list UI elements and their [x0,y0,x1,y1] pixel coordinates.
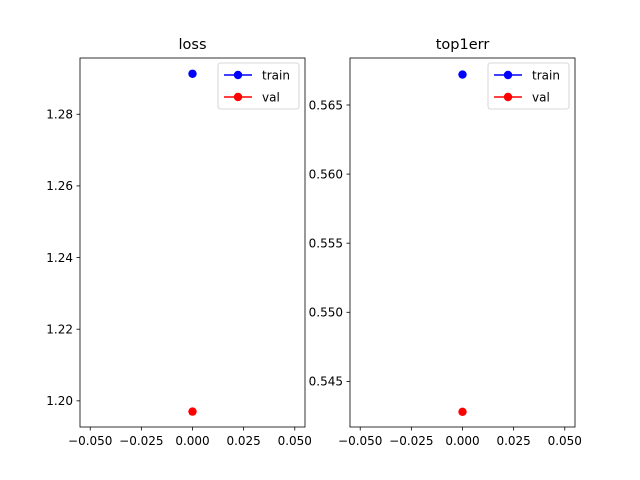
legend-marker-train [233,70,243,80]
x-tick-label: −0.050 [338,434,382,448]
x-tick-label: 0.000 [445,434,479,448]
x-tick-label: 0.000 [175,434,209,448]
x-tick-label: −0.025 [119,434,163,448]
legend-marker-val [233,92,243,102]
top1err-subplot: top1err −0.050 −0.025 0.000 0.025 0.050 0.545 0… [309,37,582,448]
data-point-train [458,70,467,79]
y-tick-label: 0.550 [309,306,343,320]
y-tick-label: 0.560 [309,167,343,181]
chart-title: top1err [436,37,490,53]
legend-label-val: val [532,90,550,104]
x-tick-label: −0.050 [68,434,112,448]
legend-marker-val [503,92,513,102]
y-tick-label: 1.26 [46,179,73,193]
y-tick-label: 1.20 [46,394,73,408]
legend-label-val: val [262,90,280,104]
y-tick-label: 0.565 [309,98,343,112]
legend: train val [217,62,300,110]
data-point-val [458,407,467,416]
y-tick-label: 0.545 [309,375,343,389]
x-tick-label: 0.050 [278,434,312,448]
data-point-val [188,407,197,416]
y-tick-label: 1.28 [46,108,73,122]
x-tick-label: 0.025 [496,434,530,448]
y-tick-label: 0.555 [309,236,343,250]
y-tick-label: 1.24 [46,251,73,265]
legend-marker-train [503,70,513,80]
y-tick-label: 1.22 [46,322,73,336]
loss-subplot: loss −0.050 −0.025 0.000 0.025 0.050 1.20 1.22 1… [46,37,312,448]
legend: train val [487,62,570,110]
x-tick-label: 0.050 [548,434,582,448]
x-tick-label: 0.025 [226,434,260,448]
legend-label-train: train [262,68,290,82]
chart-title: loss [178,37,206,53]
x-tick-label: −0.025 [389,434,433,448]
legend-label-train: train [532,68,560,82]
data-point-train [188,69,197,78]
